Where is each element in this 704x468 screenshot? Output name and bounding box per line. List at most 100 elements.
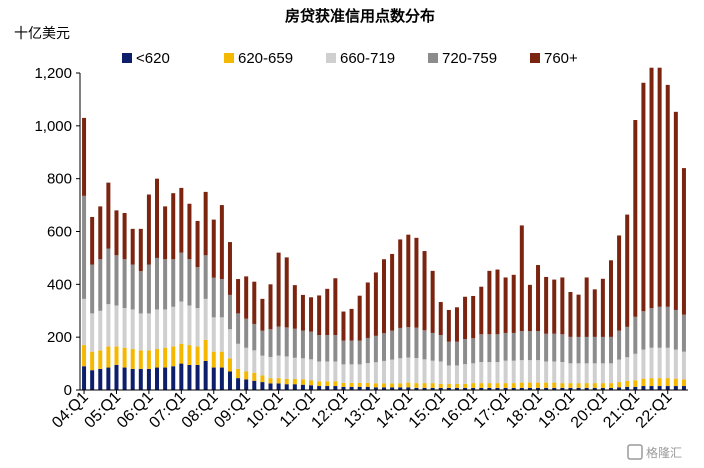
bar-segment xyxy=(203,298,208,340)
bar-segment xyxy=(98,259,103,311)
bar-segment xyxy=(244,318,249,348)
bar-segment xyxy=(633,353,638,381)
bar-segment xyxy=(495,362,500,384)
bar-segment xyxy=(657,378,662,387)
bar-segment xyxy=(552,333,557,362)
x-tick-label: 07:Q1 xyxy=(146,389,189,432)
bar-segment xyxy=(309,385,314,390)
bar-segment xyxy=(592,363,597,384)
legend-swatch xyxy=(326,53,336,63)
bar-segment xyxy=(560,334,565,362)
bar-segment xyxy=(454,307,459,342)
bar-segment xyxy=(641,349,646,379)
bar-segment xyxy=(527,360,532,383)
bar-segment xyxy=(317,335,322,362)
bar-segment xyxy=(584,363,589,384)
bar-segment xyxy=(179,301,184,344)
bar-segment xyxy=(641,378,646,387)
bar-segment xyxy=(446,365,451,384)
bar-segment xyxy=(155,367,160,390)
bar-segment xyxy=(300,330,305,359)
watermark-logo-icon xyxy=(627,444,643,460)
bar-segment xyxy=(130,349,135,369)
bar-segment xyxy=(665,386,670,390)
bar-segment xyxy=(390,330,395,360)
bar-segment xyxy=(349,386,354,390)
bar-segment xyxy=(333,386,338,390)
bar-segment xyxy=(673,386,678,390)
bar-segment xyxy=(503,332,508,361)
bar-segment xyxy=(382,259,386,334)
bar-segment xyxy=(511,383,516,388)
bar-segment xyxy=(276,326,281,356)
bar-segment xyxy=(487,334,492,362)
legend-swatch xyxy=(122,53,132,63)
bar-segment xyxy=(487,270,492,335)
bar-segment xyxy=(341,364,346,383)
bar-segment xyxy=(333,335,338,362)
bar-segment xyxy=(641,386,646,390)
bar-segment xyxy=(430,270,435,333)
bar-segment xyxy=(236,313,241,344)
bar-segment xyxy=(187,259,192,306)
bar-segment xyxy=(122,213,127,260)
bar-segment xyxy=(422,330,427,360)
bar-segment xyxy=(633,316,638,354)
bar-segment xyxy=(568,363,573,384)
bar-segment xyxy=(657,347,662,379)
bar-segment xyxy=(341,386,346,390)
bar-segment xyxy=(130,264,135,310)
bar-segment xyxy=(211,317,216,352)
bar-segment xyxy=(422,387,427,390)
bar-segment xyxy=(608,336,613,364)
legend-swatch xyxy=(224,53,234,63)
bar-segment xyxy=(300,384,305,390)
bar-segment xyxy=(511,274,516,333)
bar-segment xyxy=(219,317,224,352)
bar-segment xyxy=(155,309,160,350)
bar-segment xyxy=(227,358,232,372)
bar-segment xyxy=(333,381,338,387)
bar-segment xyxy=(82,366,87,390)
bar-segment xyxy=(519,225,524,332)
bar-segment xyxy=(114,210,119,256)
bar-segment xyxy=(576,336,581,364)
bar-segment xyxy=(195,364,200,390)
bar-segment xyxy=(600,383,605,388)
bar-segment xyxy=(300,358,305,380)
x-tick-label: 22:Q1 xyxy=(633,389,676,432)
bar-segment xyxy=(495,387,500,390)
bar-segment xyxy=(309,331,314,360)
bar-segment xyxy=(300,379,305,385)
bar-segment xyxy=(114,346,119,365)
bar-segment xyxy=(438,361,443,384)
bar-segment xyxy=(536,331,541,361)
bar-segment xyxy=(284,257,289,328)
bar-segment xyxy=(179,187,184,253)
bar-segment xyxy=(300,294,305,331)
bar-segment xyxy=(284,356,289,379)
bar-segment xyxy=(479,387,484,390)
bar-segment xyxy=(276,383,281,390)
legend-label: <620 xyxy=(136,50,170,67)
bar-segment xyxy=(406,234,411,328)
bar-segment xyxy=(211,351,216,368)
bar-segment xyxy=(227,242,232,295)
y-tick-label: 800 xyxy=(47,171,72,188)
bar-segment xyxy=(641,82,646,312)
bar-segment xyxy=(146,313,151,351)
bar-segment xyxy=(179,252,184,302)
bar-segment xyxy=(349,364,354,383)
bar-segment xyxy=(244,379,249,390)
bar-segment xyxy=(106,346,111,368)
bar-segment xyxy=(568,387,573,390)
bar-segment xyxy=(592,289,597,337)
x-tick-label: 15:Q1 xyxy=(406,389,449,432)
bar-segment xyxy=(292,357,297,379)
bar-segment xyxy=(527,331,532,361)
bar-segment xyxy=(211,219,216,278)
bar-segment xyxy=(479,362,484,384)
bar-segment xyxy=(544,382,549,388)
legend: <620 620-659 660-719 720-759 760+ xyxy=(122,50,578,67)
bar-segment xyxy=(373,362,378,384)
